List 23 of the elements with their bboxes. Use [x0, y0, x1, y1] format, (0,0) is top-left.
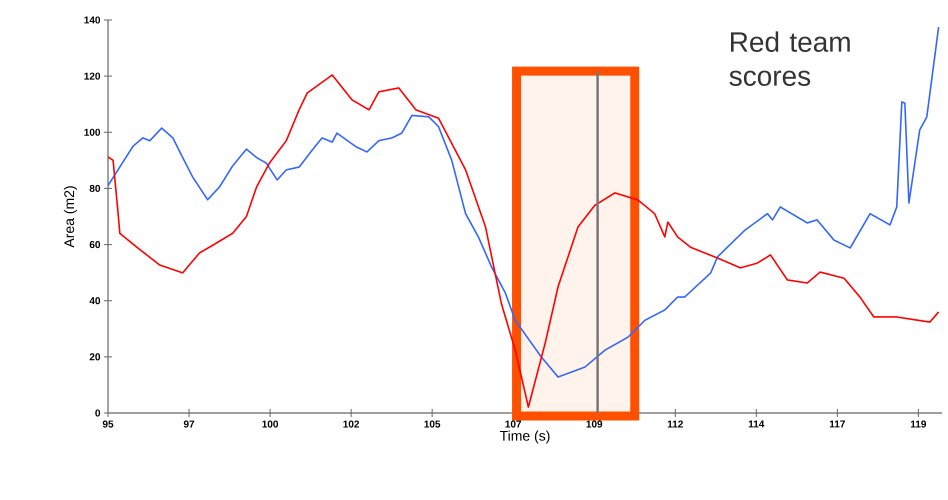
y-tick-label: 20: [90, 353, 100, 360]
x-tick-label: 95: [102, 420, 114, 428]
y-tick-label: 60: [90, 241, 100, 248]
y-tick-label: 40: [90, 297, 100, 304]
x-tick-label: 117: [830, 420, 845, 428]
x-axis-title: Time (s): [500, 430, 550, 444]
y-axis-title: Area (m2): [64, 186, 77, 248]
x-tick-label: 105: [424, 420, 440, 428]
x-tick-label: 112: [668, 420, 683, 428]
x-tick-label: 119: [910, 420, 926, 428]
x-tick-label: 114: [748, 420, 764, 428]
y-tick-label: 120: [84, 72, 100, 80]
x-tick-label: 102: [343, 420, 360, 428]
x-tick-label: 109: [586, 420, 602, 428]
x-tick-label: 97: [184, 420, 194, 428]
annotation: Red team scores: [729, 31, 850, 86]
y-tick-label: 100: [84, 128, 100, 136]
x-tick-label: 107: [505, 420, 522, 428]
x-tick-label: 100: [262, 420, 278, 428]
line-series: [107, 26, 940, 378]
y-tick-label: 140: [84, 16, 100, 24]
y-tick-label: 80: [90, 184, 100, 192]
y-tick-label: 0: [95, 409, 100, 417]
